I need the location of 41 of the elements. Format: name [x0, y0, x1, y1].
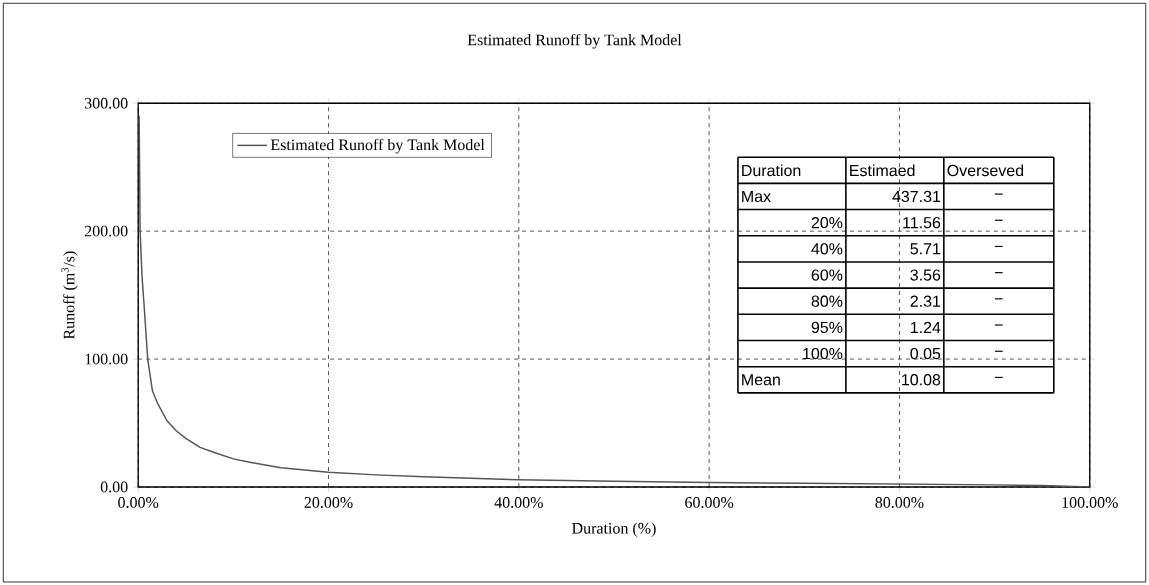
annotation: 60% [811, 269, 843, 281]
annotation: 0.05 [910, 347, 941, 360]
annotation: − [994, 298, 1003, 300]
annotation: 5.71 [910, 243, 941, 255]
annotation: 80% [811, 295, 843, 307]
annotation: 11.56 [903, 216, 941, 229]
y-tick-label: 0.00 [100, 481, 128, 493]
y-tick-label: 300.00 [84, 97, 128, 109]
annotation: − [994, 245, 1003, 247]
x-tick-label: 40.00% [494, 496, 543, 508]
y-tick-label: 100.00 [85, 353, 128, 365]
annotation: 10.08 [902, 373, 941, 386]
annotation: 20% [811, 216, 843, 229]
annotation: 95% [811, 321, 843, 333]
annotation: − [994, 376, 1003, 378]
x-tick-label: 60.00% [685, 496, 734, 508]
annotation: 3.56 [910, 269, 941, 281]
legend-label: Estimated Runoff by Tank Model [270, 138, 485, 154]
annotation: 40% [811, 243, 843, 255]
annotation: − [994, 193, 1003, 195]
annotation: Duration [742, 164, 801, 177]
annotation: 1.24 [910, 321, 941, 333]
annotation: 437.31 [892, 190, 941, 202]
annotation: 2.31 [910, 295, 941, 307]
x-tick-label: 80.00% [875, 496, 924, 508]
x-tick-label: 100.00% [1062, 496, 1118, 508]
y-tick-label: 200.00 [84, 225, 128, 237]
chart-title: Estimated Runoff by Tank Model [467, 33, 682, 49]
annotation: − [994, 219, 1003, 221]
annotation: Estimaed [850, 164, 915, 177]
x-tick-label: 20.00% [304, 496, 353, 508]
y-axis-title: Runoff (m$^{3}$/s) [61, 251, 78, 339]
annotation: Mean [742, 374, 780, 386]
annotation: − [994, 271, 1003, 274]
x-tick-label: 0.00% [118, 496, 159, 508]
annotation: Overseved [947, 164, 1024, 177]
x-axis-title: Duration (%) [572, 522, 656, 537]
annotation: 100% [803, 347, 843, 360]
annotation: − [994, 350, 1003, 352]
annotation: Max [742, 190, 771, 202]
annotation: − [994, 324, 1003, 326]
